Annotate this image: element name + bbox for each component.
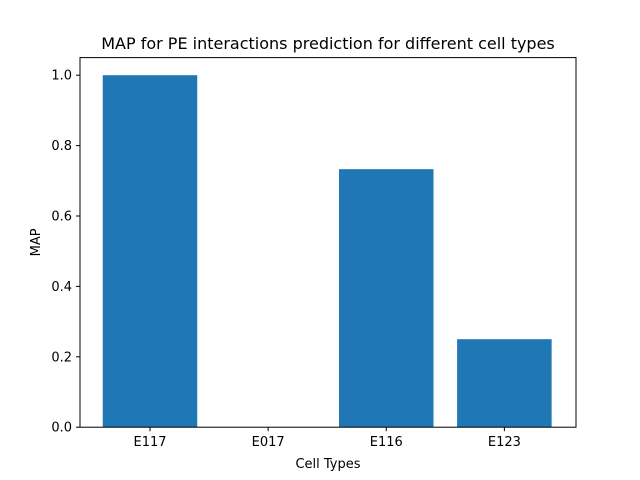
x-axis-ticks: E117 E017 E116 E123 xyxy=(133,427,521,450)
plot-frame xyxy=(79,57,577,428)
y-tick-label: 0.8 xyxy=(51,139,72,154)
y-tick-label: 0.4 xyxy=(51,280,72,295)
y-tick-label: 0.2 xyxy=(51,350,72,365)
chart-title: MAP for PE interactions prediction for d… xyxy=(101,34,555,53)
x-tick-label: E123 xyxy=(488,435,521,450)
y-tick-label: 0.0 xyxy=(51,421,72,436)
y-axis-ticks: 0.0 0.2 0.4 0.6 0.8 1.0 xyxy=(51,69,80,436)
bar-e123 xyxy=(457,339,552,428)
bar-e117 xyxy=(102,75,198,428)
x-tick-label: E116 xyxy=(370,435,403,450)
bars-group xyxy=(102,75,552,428)
y-axis-label: MAP xyxy=(29,228,44,256)
x-axis-label: Cell Types xyxy=(295,457,360,472)
y-tick-label: 0.6 xyxy=(51,210,72,225)
y-tick-label: 1.0 xyxy=(51,69,72,84)
bar-e116 xyxy=(339,169,434,428)
x-tick-label: E017 xyxy=(252,435,285,450)
x-tick-label: E117 xyxy=(133,435,166,450)
